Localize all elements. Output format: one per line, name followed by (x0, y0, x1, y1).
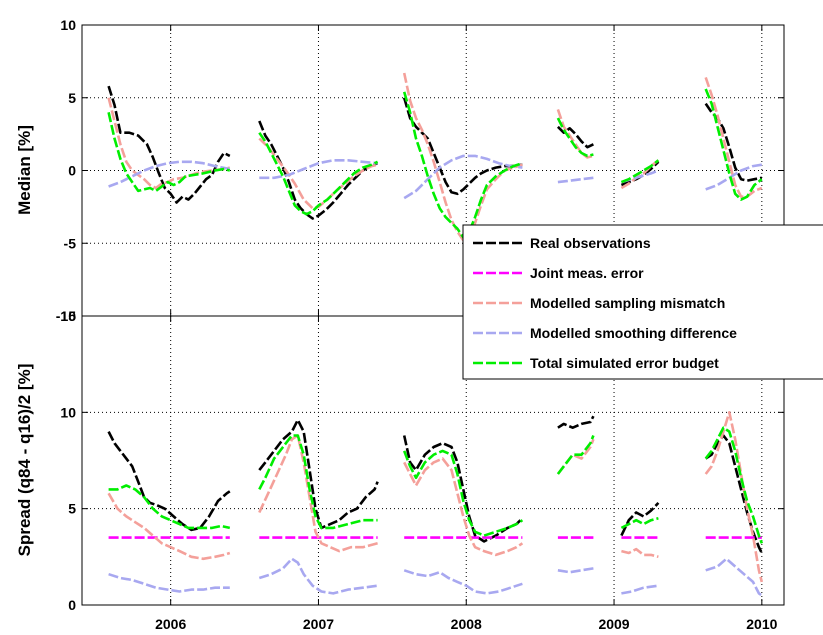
median-line-modelled-smoothing-difference (557, 176, 594, 184)
spread-x-tick-label: 2006 (155, 616, 186, 632)
median-panel: -10 -5 0 5 10 Median [%] (15, 17, 785, 324)
median-line-total-simulated-error-budget (556, 117, 594, 158)
spread-line-modelled-smoothing-difference (705, 557, 763, 597)
spread-line-modelled-smoothing-difference (621, 584, 659, 595)
spread-line-modelled-sampling-mismatch (107, 492, 231, 561)
spread-line-real-observations (620, 501, 660, 537)
median-y-tick-label: -10 (56, 308, 76, 324)
spread-y-tick-label: 5 (68, 501, 76, 517)
median-y-tick-label: 10 (60, 17, 76, 33)
spread-line-real-observations (402, 435, 524, 543)
spread-series-total-simulated-error-budget (108, 426, 764, 544)
spread-line-modelled-smoothing-difference (557, 567, 594, 574)
spread-y-tick-label: 15 (60, 308, 76, 324)
spread-panel-ticks: 2006 2007 2008 2009 2010 0 5 10 15 (60, 308, 784, 632)
spread-line-total-simulated-error-budget (556, 435, 595, 475)
legend: Real observations Joint meas. error Modell… (462, 224, 823, 380)
median-line-total-simulated-error-budget (107, 112, 231, 193)
spread-line-real-observations (258, 418, 379, 530)
median-y-tick-label: -5 (64, 235, 77, 251)
legend-label-modelled-sampling-mismatch: Modelled sampling mismatch (530, 295, 725, 311)
median-y-tick-label: 0 (68, 163, 76, 179)
median-line-modelled-smoothing-difference (259, 159, 378, 180)
spread-y-tick-label: 10 (60, 404, 76, 420)
spread-x-tick-label: 2009 (598, 616, 629, 632)
spread-line-modelled-sampling-mismatch (621, 547, 659, 559)
median-line-total-simulated-error-budget (704, 88, 763, 201)
median-line-real-observations (107, 85, 231, 204)
spread-line-total-simulated-error-budget (108, 484, 231, 530)
spread-line-real-observations (704, 434, 763, 554)
median-series-total-simulated-error-budget (107, 88, 763, 239)
spread-line-modelled-sampling-mismatch (258, 434, 378, 553)
median-line-real-observations (258, 120, 379, 220)
median-line-modelled-sampling-mismatch (402, 72, 523, 242)
spread-line-total-simulated-error-budget (704, 426, 764, 544)
spread-series-real-observations (107, 415, 763, 554)
median-y-tick-label: 5 (68, 90, 76, 106)
legend-label-modelled-smoothing-difference: Modelled smoothing difference (530, 325, 737, 341)
legend-box (462, 224, 823, 380)
spread-panel: 2006 2007 2008 2009 2010 0 5 10 15 Spread (q84 -… (15, 308, 785, 632)
spread-panel-frame (81, 315, 785, 606)
spread-panel-series (107, 410, 764, 597)
spread-x-tick-label: 2008 (451, 616, 482, 632)
median-panel-series (107, 72, 763, 242)
spread-x-tick-label: 2010 (746, 616, 777, 632)
median-line-modelled-sampling-mismatch (704, 76, 763, 198)
legend-label-joint-meas-error: Joint meas. error (530, 265, 644, 281)
median-line-real-observations (402, 97, 523, 196)
spread-line-modelled-sampling-mismatch (704, 410, 764, 583)
spread-y-tick-label: 0 (68, 597, 76, 613)
spread-series-modelled-sampling-mismatch (107, 410, 764, 583)
spread-y-axis-label: Spread (q84 - q16)/2 [%] (15, 364, 34, 557)
median-line-total-simulated-error-budget (620, 159, 660, 184)
median-y-axis-label: Median [%] (15, 125, 34, 215)
spread-line-modelled-smoothing-difference (108, 572, 230, 593)
spread-line-modelled-sampling-mismatch (403, 457, 524, 557)
spread-line-modelled-smoothing-difference (258, 557, 378, 595)
median-line-real-observations (556, 125, 594, 149)
spread-line-total-simulated-error-budget (258, 434, 378, 530)
spread-line-total-simulated-error-budget (402, 449, 524, 537)
median-line-modelled-smoothing-difference (403, 154, 523, 200)
median-line-total-simulated-error-budget (258, 131, 379, 216)
median-line-modelled-sampling-mismatch (556, 108, 594, 159)
spread-line-modelled-smoothing-difference (403, 569, 523, 595)
median-line-total-simulated-error-budget (402, 91, 523, 239)
legend-label-total-simulated-error-budget: Total simulated error budget (530, 355, 719, 371)
median-line-modelled-smoothing-difference (705, 163, 763, 191)
spread-line-total-simulated-error-budget (620, 517, 659, 530)
spread-line-real-observations (557, 415, 595, 430)
spread-line-real-observations (107, 431, 231, 532)
legend-label-real-observations: Real observations (530, 235, 651, 251)
legend-entries: Real observations Joint meas. error Modell… (473, 235, 737, 371)
spread-x-tick-label: 2007 (303, 616, 334, 632)
median-line-modelled-sampling-mismatch (107, 97, 231, 190)
spread-series-modelled-smoothing-difference (108, 557, 763, 597)
